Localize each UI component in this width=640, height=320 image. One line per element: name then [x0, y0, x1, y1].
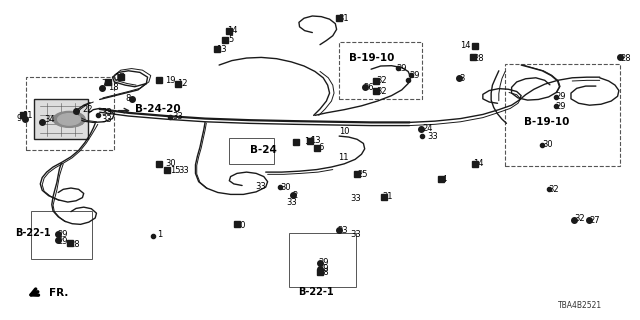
Text: 28: 28 [70, 240, 80, 249]
Bar [289, 233, 356, 287]
Text: 30: 30 [280, 183, 291, 192]
Text: 33: 33 [178, 166, 189, 175]
Text: 14: 14 [461, 41, 471, 51]
Text: B-19-10: B-19-10 [524, 117, 570, 127]
Text: 33: 33 [287, 197, 298, 206]
Text: B-19-10: B-19-10 [349, 53, 394, 63]
Bar [339, 42, 422, 100]
Text: 11: 11 [338, 153, 348, 162]
Text: 33: 33 [255, 182, 266, 191]
Text: 5: 5 [228, 35, 234, 44]
Text: 9: 9 [16, 114, 21, 123]
Text: 21: 21 [383, 192, 393, 201]
Text: 29: 29 [57, 237, 67, 246]
Text: 33: 33 [351, 194, 362, 204]
Text: B-24: B-24 [250, 146, 276, 156]
Text: 17: 17 [115, 73, 125, 82]
Circle shape [53, 111, 85, 127]
Text: 29: 29 [319, 264, 329, 274]
Bar [26, 77, 115, 150]
Text: 33: 33 [172, 112, 182, 121]
Text: 33: 33 [428, 132, 438, 140]
Text: 32: 32 [574, 214, 585, 223]
Text: FR.: FR. [49, 288, 68, 298]
Text: 28: 28 [473, 53, 484, 62]
Text: 30: 30 [166, 159, 176, 168]
Text: 13: 13 [310, 136, 321, 145]
Bar [31, 211, 92, 259]
Text: 8: 8 [126, 94, 131, 103]
Text: B-22-1: B-22-1 [15, 228, 51, 238]
Text: 29: 29 [555, 102, 566, 111]
Text: 28: 28 [620, 53, 631, 62]
Bar [229, 138, 274, 164]
Text: 7: 7 [102, 79, 107, 88]
Text: 2: 2 [292, 190, 298, 200]
Text: 6: 6 [319, 143, 324, 152]
Text: 27: 27 [589, 216, 600, 225]
Text: 29: 29 [555, 92, 566, 101]
Text: 22: 22 [83, 105, 93, 114]
Text: 32: 32 [376, 87, 387, 96]
Text: 10: 10 [339, 127, 349, 136]
Text: 29: 29 [410, 71, 420, 80]
Text: 32: 32 [548, 185, 559, 194]
Text: 11: 11 [22, 111, 33, 120]
Text: 14: 14 [227, 27, 238, 36]
Text: 29: 29 [319, 258, 329, 267]
Text: 29: 29 [397, 64, 407, 73]
Text: 25: 25 [357, 170, 367, 179]
Text: B-24-20: B-24-20 [135, 104, 180, 114]
Text: 30: 30 [542, 140, 553, 149]
Text: 19: 19 [166, 76, 176, 85]
Text: TBA4B2521: TBA4B2521 [557, 301, 602, 310]
Text: 31: 31 [338, 14, 349, 23]
Text: 3: 3 [460, 74, 465, 83]
Text: 1: 1 [157, 230, 163, 239]
Text: 32: 32 [376, 76, 387, 85]
Text: 13: 13 [216, 45, 227, 54]
Text: 18: 18 [108, 83, 118, 92]
Text: 16: 16 [304, 137, 315, 146]
Bar [34, 100, 88, 139]
Text: 28: 28 [319, 268, 330, 277]
Text: 23: 23 [338, 226, 349, 235]
Text: 33: 33 [102, 108, 113, 117]
Text: 26: 26 [364, 83, 374, 92]
Text: 33: 33 [351, 230, 362, 239]
Text: 15: 15 [171, 166, 181, 175]
Text: 12: 12 [177, 79, 188, 88]
Text: 20: 20 [236, 221, 246, 230]
Bar [505, 64, 620, 166]
Text: 14: 14 [473, 159, 484, 168]
Text: 34: 34 [44, 115, 55, 124]
Circle shape [58, 114, 81, 125]
Text: 33: 33 [102, 115, 113, 124]
Text: 29: 29 [57, 230, 67, 239]
Text: 4: 4 [442, 175, 447, 184]
Text: B-22-1: B-22-1 [298, 287, 333, 297]
Text: 24: 24 [422, 124, 433, 133]
